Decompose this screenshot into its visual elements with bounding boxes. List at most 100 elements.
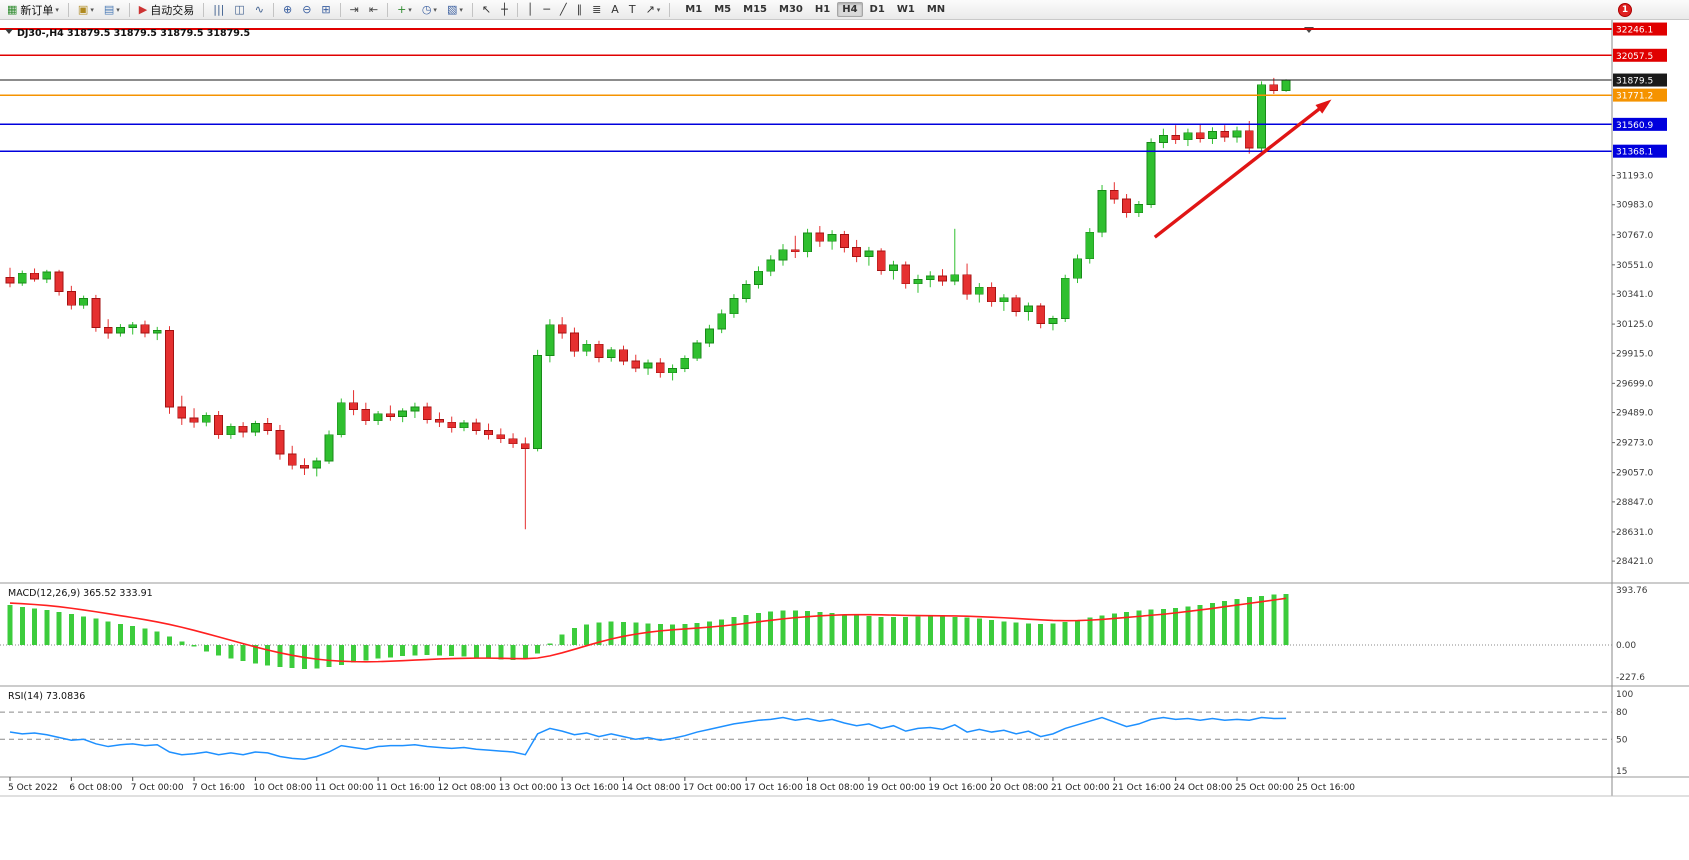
candle [484, 423, 493, 440]
price-tick-label: 29915.0 [1616, 349, 1653, 359]
candle [30, 268, 39, 282]
bar-chart-button[interactable]: ||| [209, 0, 228, 19]
text-label-button[interactable]: T [625, 0, 640, 19]
new-order-icon: ▦ [7, 3, 18, 16]
trend-arrow[interactable] [1153, 104, 1325, 239]
price-level-badge [1613, 117, 1667, 131]
price-tick-label: 28421.0 [1616, 557, 1653, 567]
price-tick-label: 28631.0 [1616, 528, 1653, 538]
macd-histogram-bar [1025, 623, 1031, 645]
macd-histogram-bar [1001, 621, 1007, 645]
price-level-badge-text: 31560.9 [1616, 121, 1653, 131]
toolbar-buttons: ▦ 新订单 ▾ ▣ ▾ ▤ ▾ ▶ 自动交易 ||| ◫ ∿ ⊕ ⊖ ⊞ ⇥ ⇤ + ▾ ◷ ▾ ▧ ▾ ↖ ┼ │ ─ ╱ ∥ ≣ A T ↗… [2, 0, 674, 20]
timeframe-m30-button[interactable]: M30 [779, 4, 803, 15]
candle [79, 295, 89, 309]
price-level-badge-text: 31879.5 [1616, 77, 1653, 87]
time-tick-label: 25 Oct 00:00 [1235, 783, 1294, 793]
arrows-button[interactable]: ↗ ▾ [642, 0, 665, 19]
timeframe-m15-button[interactable]: M15 [743, 4, 768, 15]
toolbar-separator [387, 2, 389, 17]
line-chart-button[interactable]: ∿ [251, 0, 268, 19]
one-click-trading-toggle[interactable] [5, 29, 13, 34]
macd-histogram-bar [351, 645, 357, 663]
timeframe-d1-button[interactable]: D1 [869, 4, 885, 15]
macd-histogram-bar [510, 645, 516, 661]
equidistant-channel-button[interactable]: ∥ [573, 0, 587, 19]
macd-histogram-bar [596, 622, 602, 645]
indicators-button[interactable]: + ▾ [393, 0, 416, 19]
chart-shift-button[interactable]: ⇤ [365, 0, 382, 19]
time-tick-label: 21 Oct 16:00 [1112, 783, 1171, 793]
chart-shift-marker[interactable] [1304, 27, 1314, 33]
timeframe-w1-button[interactable]: W1 [896, 4, 915, 15]
auto-trading-button[interactable]: ▶ 自动交易 [135, 0, 198, 19]
candle [704, 324, 714, 348]
vertical-line-button[interactable]: │ [523, 0, 538, 19]
macd-histogram-bar [142, 628, 148, 645]
candle [987, 282, 996, 307]
price-tick-label: 29699.0 [1616, 379, 1653, 389]
time-tick-label: 5 Oct 2022 [8, 783, 58, 793]
timeframe-h1-button[interactable]: H1 [814, 4, 831, 15]
candle [717, 309, 727, 334]
candle [250, 420, 260, 437]
chart-shift-icon: ⇤ [368, 3, 379, 16]
new-chart-icon: ▣ [77, 3, 89, 16]
macd-histogram-bar [289, 645, 295, 669]
vertical-line-icon: │ [526, 3, 534, 16]
new-order-button[interactable]: ▦ 新订单 ▾ [3, 0, 63, 19]
macd-histogram-bar [927, 616, 933, 645]
timeframe-m5-button[interactable]: M5 [714, 4, 732, 15]
notification-badge[interactable]: 1 [1618, 3, 1632, 17]
macd-histogram-bar [755, 613, 761, 645]
time-tick-label: 19 Oct 00:00 [867, 783, 926, 793]
crosshair-button[interactable]: ┼ [497, 0, 512, 19]
candle [422, 402, 432, 424]
fibonacci-button[interactable]: ≣ [588, 0, 605, 19]
periods-button[interactable]: ◷ ▾ [418, 0, 441, 19]
macd-histogram-bar [130, 626, 136, 645]
candlestick-chart-button[interactable]: ◫ [230, 0, 248, 19]
candle [152, 326, 162, 341]
candle [398, 408, 408, 423]
auto-scroll-button[interactable]: ⇥ [346, 0, 363, 19]
macd-histogram-bar [645, 623, 651, 645]
text-button[interactable]: A [607, 0, 623, 19]
tile-windows-button[interactable]: ⊞ [317, 0, 334, 19]
candle [925, 271, 935, 288]
horizontal-line-button[interactable]: ─ [539, 0, 554, 19]
macd-histogram-bar [154, 631, 160, 645]
toolbar-separator [339, 2, 341, 17]
candle [54, 269, 64, 296]
macd-histogram-bar [424, 645, 430, 656]
time-tick-label: 13 Oct 16:00 [560, 783, 619, 793]
macd-histogram-bar [657, 624, 663, 645]
candle [1208, 127, 1217, 144]
rsi-panel: RSI(14) 73.0836 100 80 50 15 [0, 690, 1633, 777]
timeframe-m1-button[interactable]: M1 [685, 4, 703, 15]
timeframe-mn-button[interactable]: MN [926, 4, 946, 15]
macd-histogram-bar [81, 616, 87, 645]
trendline-button[interactable]: ╱ [556, 0, 571, 19]
cursor-button[interactable]: ↖ [478, 0, 495, 19]
macd-histogram-bar [805, 610, 811, 645]
macd-signal-line [9, 597, 1287, 663]
toolbar-separator [67, 2, 69, 17]
candle [729, 294, 739, 318]
candle [864, 246, 874, 266]
templates-button[interactable]: ▧ ▾ [443, 0, 467, 19]
zoom-in-button[interactable]: ⊕ [279, 0, 296, 19]
text-icon: A [611, 3, 619, 16]
macd-histogram-bar [1234, 598, 1240, 645]
zoom-out-button[interactable]: ⊖ [298, 0, 315, 19]
macd-histogram-bar [486, 645, 492, 659]
bar-chart-icon: ||| [213, 3, 225, 16]
time-tick-label: 12 Oct 08:00 [437, 783, 496, 793]
macd-histogram-bar [1160, 608, 1166, 645]
candle [103, 319, 113, 339]
macd-histogram-bar [117, 623, 123, 645]
timeframe-h4-button[interactable]: H4 [837, 2, 863, 17]
candle [839, 230, 849, 253]
profiles-button[interactable]: ▤ ▾ [100, 0, 124, 19]
new-chart-button[interactable]: ▣ ▾ [74, 0, 98, 19]
